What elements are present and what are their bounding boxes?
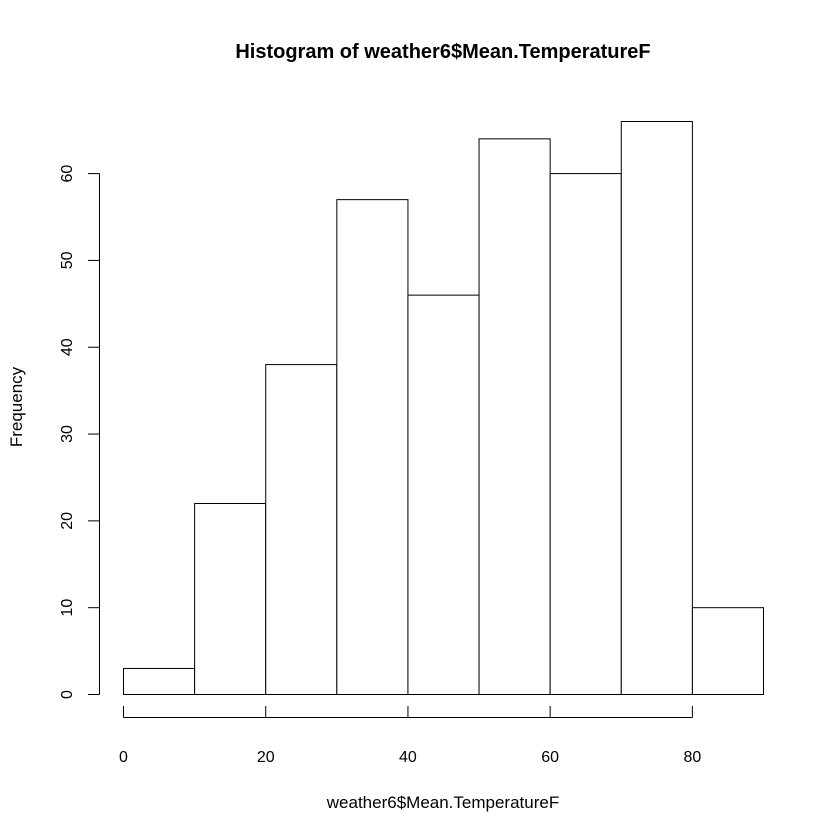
y-tick-label-0: 0 [59,690,76,699]
bars-group [123,121,765,696]
y-tick-label-2: 20 [59,512,76,530]
histogram-bar-2 [265,364,338,695]
y-tick-label-4: 40 [59,338,76,356]
y-tick-label-5: 50 [59,251,76,269]
histogram-bar-3 [336,199,409,696]
chart-title: Histogram of weather6$Mean.TemperatureF [235,41,650,63]
x-tick-label-3: 60 [541,749,559,766]
y-tick-label-3: 30 [59,425,76,443]
y-tick-label-1: 10 [59,599,76,617]
histogram-bar-1 [194,503,267,695]
histogram-bar-0 [123,667,196,695]
histogram-bar-6 [549,173,622,696]
y-axis-label: Frequency [7,366,26,447]
histogram-bar-5 [478,138,551,695]
y-tick-label-6: 60 [59,165,76,183]
histogram-bar-7 [620,121,693,695]
x-axis: 0 20 40 60 80 [119,706,701,766]
x-tick-label-4: 80 [683,749,701,766]
x-tick-label-1: 20 [257,749,275,766]
histogram-bar-8 [691,607,765,696]
x-tick-label-2: 40 [399,749,417,766]
histogram-bar-4 [407,294,480,695]
y-axis: 0 10 20 30 40 50 60 [59,165,100,699]
x-tick-label-0: 0 [119,749,128,766]
x-axis-label: weather6$Mean.TemperatureF [326,793,559,812]
